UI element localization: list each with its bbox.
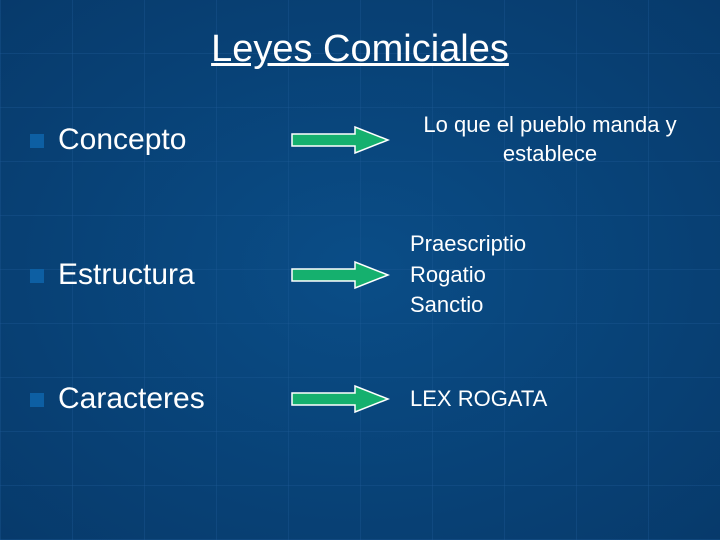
row-estructura: Estructura Praescriptio Rogatio Sanctio (30, 228, 690, 322)
arrow-icon (290, 260, 390, 290)
row-detail: LEX ROGATA (400, 385, 690, 414)
arrow-icon (290, 125, 390, 155)
square-bullet-icon (30, 393, 44, 407)
row-detail: Lo que el pueblo manda y establece (400, 111, 690, 168)
arrow-col (280, 384, 400, 414)
square-bullet-icon (30, 134, 44, 148)
row-label: Estructura (58, 258, 195, 292)
row-concepto: Concepto Lo que el pueblo manda y establ… (30, 111, 690, 168)
detail-item: Sanctio (410, 291, 690, 320)
bullet-col: Estructura (30, 258, 280, 292)
row-label: Concepto (58, 123, 186, 157)
detail-item: Praescriptio (410, 230, 690, 259)
arrow-col (280, 125, 400, 155)
arrow-col (280, 260, 400, 290)
bullet-col: Concepto (30, 123, 280, 157)
square-bullet-icon (30, 269, 44, 283)
bullet-col: Caracteres (30, 382, 280, 416)
row-label: Caracteres (58, 382, 205, 416)
slide: Leyes Comiciales Concepto Lo que el pueb… (0, 0, 720, 540)
arrow-icon (290, 384, 390, 414)
slide-title: Leyes Comiciales (30, 28, 690, 71)
row-detail: Praescriptio Rogatio Sanctio (400, 228, 690, 322)
row-caracteres: Caracteres LEX ROGATA (30, 382, 690, 416)
detail-item: Rogatio (410, 261, 690, 290)
